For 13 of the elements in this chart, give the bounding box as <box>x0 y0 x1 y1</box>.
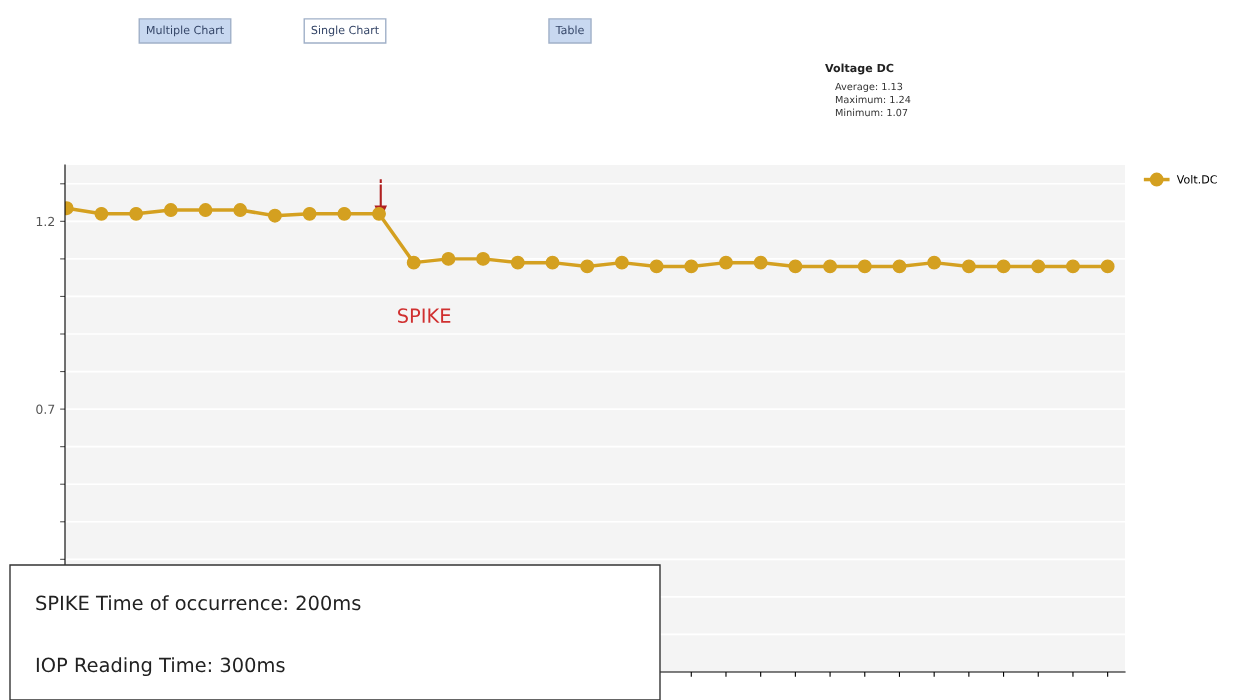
text: Voltage DC <box>825 63 894 75</box>
annotation: SPIKE <box>397 308 451 324</box>
text: Minimum: 1.07 <box>835 108 908 117</box>
y-tick-label: 1.2 <box>36 216 55 227</box>
text: Single Chart <box>311 25 379 37</box>
text: Table <box>555 25 584 35</box>
text: Maximum: 1.24 <box>835 95 911 104</box>
text: Average: 1.13 <box>835 82 903 93</box>
legend-label: Volt.DC <box>1176 175 1217 184</box>
text: Multiple Chart <box>146 25 224 37</box>
y-tick-label: 0.7 <box>36 404 55 415</box>
annotation: IOP Reading Time: 300ms <box>36 657 285 677</box>
annotation: SPIKE Time of occurrence: 200ms <box>36 595 361 611</box>
